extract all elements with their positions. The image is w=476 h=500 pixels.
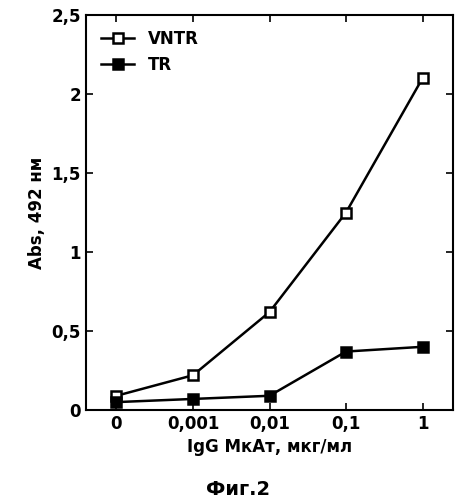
TR [113,399,119,405]
VNTR [419,75,425,81]
TR [419,344,425,350]
TR [342,348,348,354]
Y-axis label: Abs, 492 нм: Abs, 492 нм [28,156,46,268]
Text: Фиг.2: Фиг.2 [206,480,270,499]
VNTR [190,372,196,378]
Line: VNTR: VNTR [111,74,426,400]
TR [190,396,196,402]
Legend: VNTR, TR: VNTR, TR [94,24,205,81]
X-axis label: IgG МкАт, мкг/мл: IgG МкАт, мкг/мл [187,438,351,456]
TR [266,393,272,399]
VNTR [266,309,272,315]
VNTR [113,393,119,399]
VNTR [342,210,348,216]
Line: TR: TR [111,342,426,407]
